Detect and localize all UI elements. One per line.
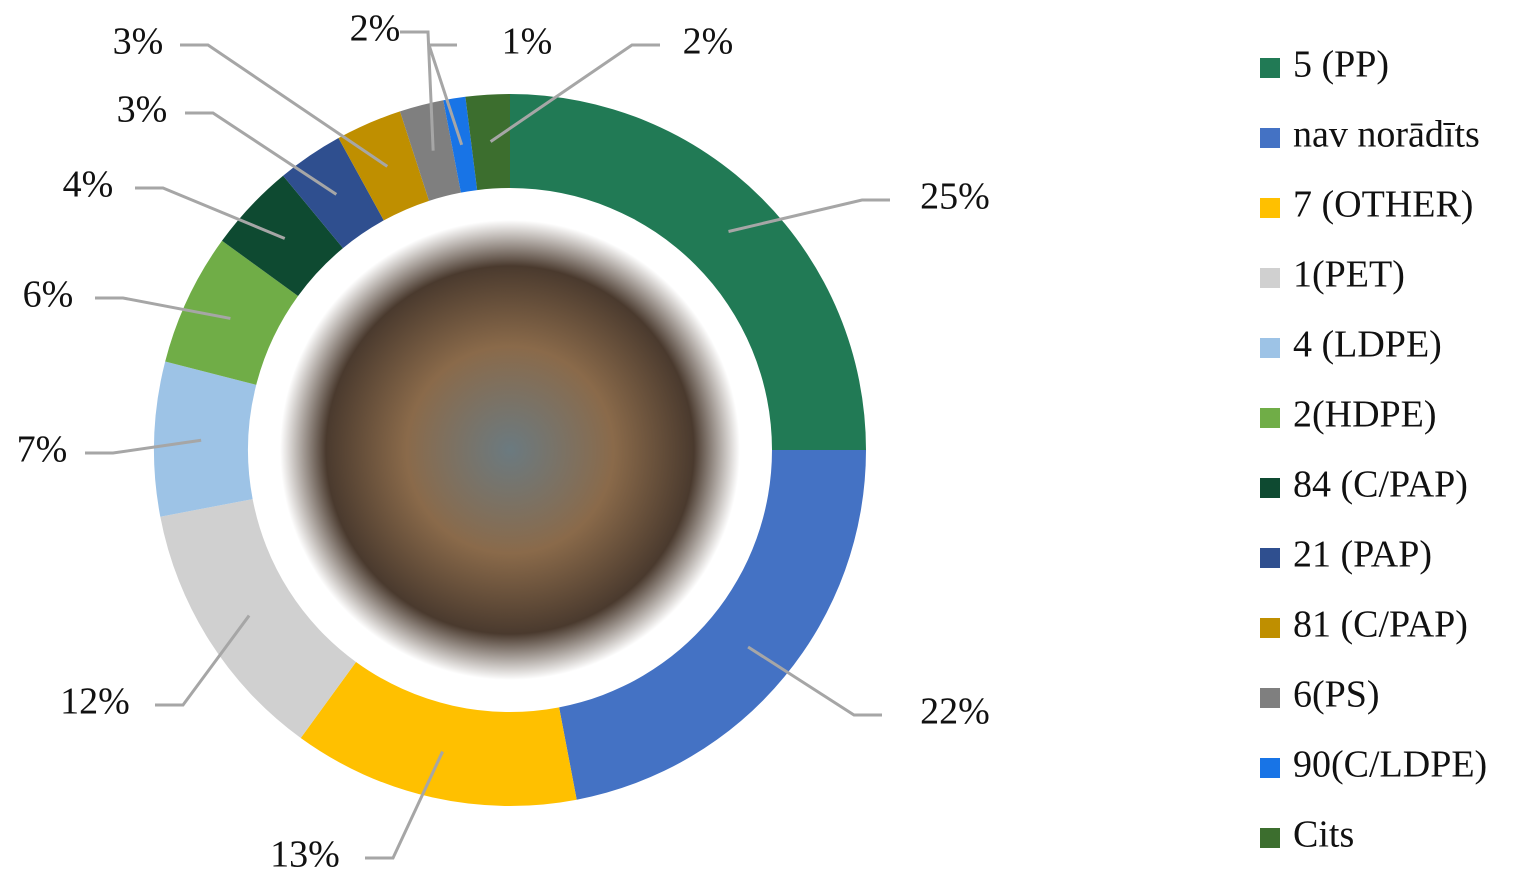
legend-swatch [1260,128,1280,148]
legend-swatch [1260,58,1280,78]
legend-swatch [1260,618,1280,638]
center-photo [280,220,740,680]
legend-label: 6(PS) [1293,674,1380,716]
legend-swatch [1260,268,1280,288]
data-label: 22% [920,691,990,733]
legend-swatch [1260,828,1280,848]
data-label: 13% [270,834,340,876]
data-label: 3% [117,89,168,131]
data-label: 25% [920,176,990,218]
slice [301,662,577,806]
legend-label: 1(PET) [1293,254,1405,296]
data-label: 4% [63,164,114,206]
data-label: 2% [683,21,734,63]
legend-label: 7 (OTHER) [1293,184,1473,226]
legend-label: 21 (PAP) [1293,534,1432,576]
legend-swatch [1260,198,1280,218]
data-label: 7% [17,429,68,471]
legend-label: 84 (C/PAP) [1293,464,1468,506]
legend-swatch [1260,548,1280,568]
legend-label: 90(C/LDPE) [1293,744,1487,786]
legend-label: 4 (LDPE) [1293,324,1442,366]
legend-label: 81 (C/PAP) [1293,604,1468,646]
legend-label: 5 (PP) [1293,44,1389,86]
data-label: 12% [60,681,130,723]
chart: 25%22%13%12%7%6%4%3%3%2%1%2%5 (PP)nav no… [0,0,1536,878]
legend-label: Cits [1293,814,1354,856]
legend-label: nav norādīts [1293,114,1480,156]
data-label: 3% [113,21,164,63]
legend-label: 2(HDPE) [1293,394,1437,436]
legend-swatch [1260,408,1280,428]
data-label: 1% [502,21,553,63]
legend-swatch [1260,688,1280,708]
legend-swatch [1260,478,1280,498]
legend-swatch [1260,758,1280,778]
legend-swatch [1260,338,1280,358]
data-label: 6% [23,274,74,316]
data-label: 2% [350,8,401,50]
slice [154,361,256,516]
